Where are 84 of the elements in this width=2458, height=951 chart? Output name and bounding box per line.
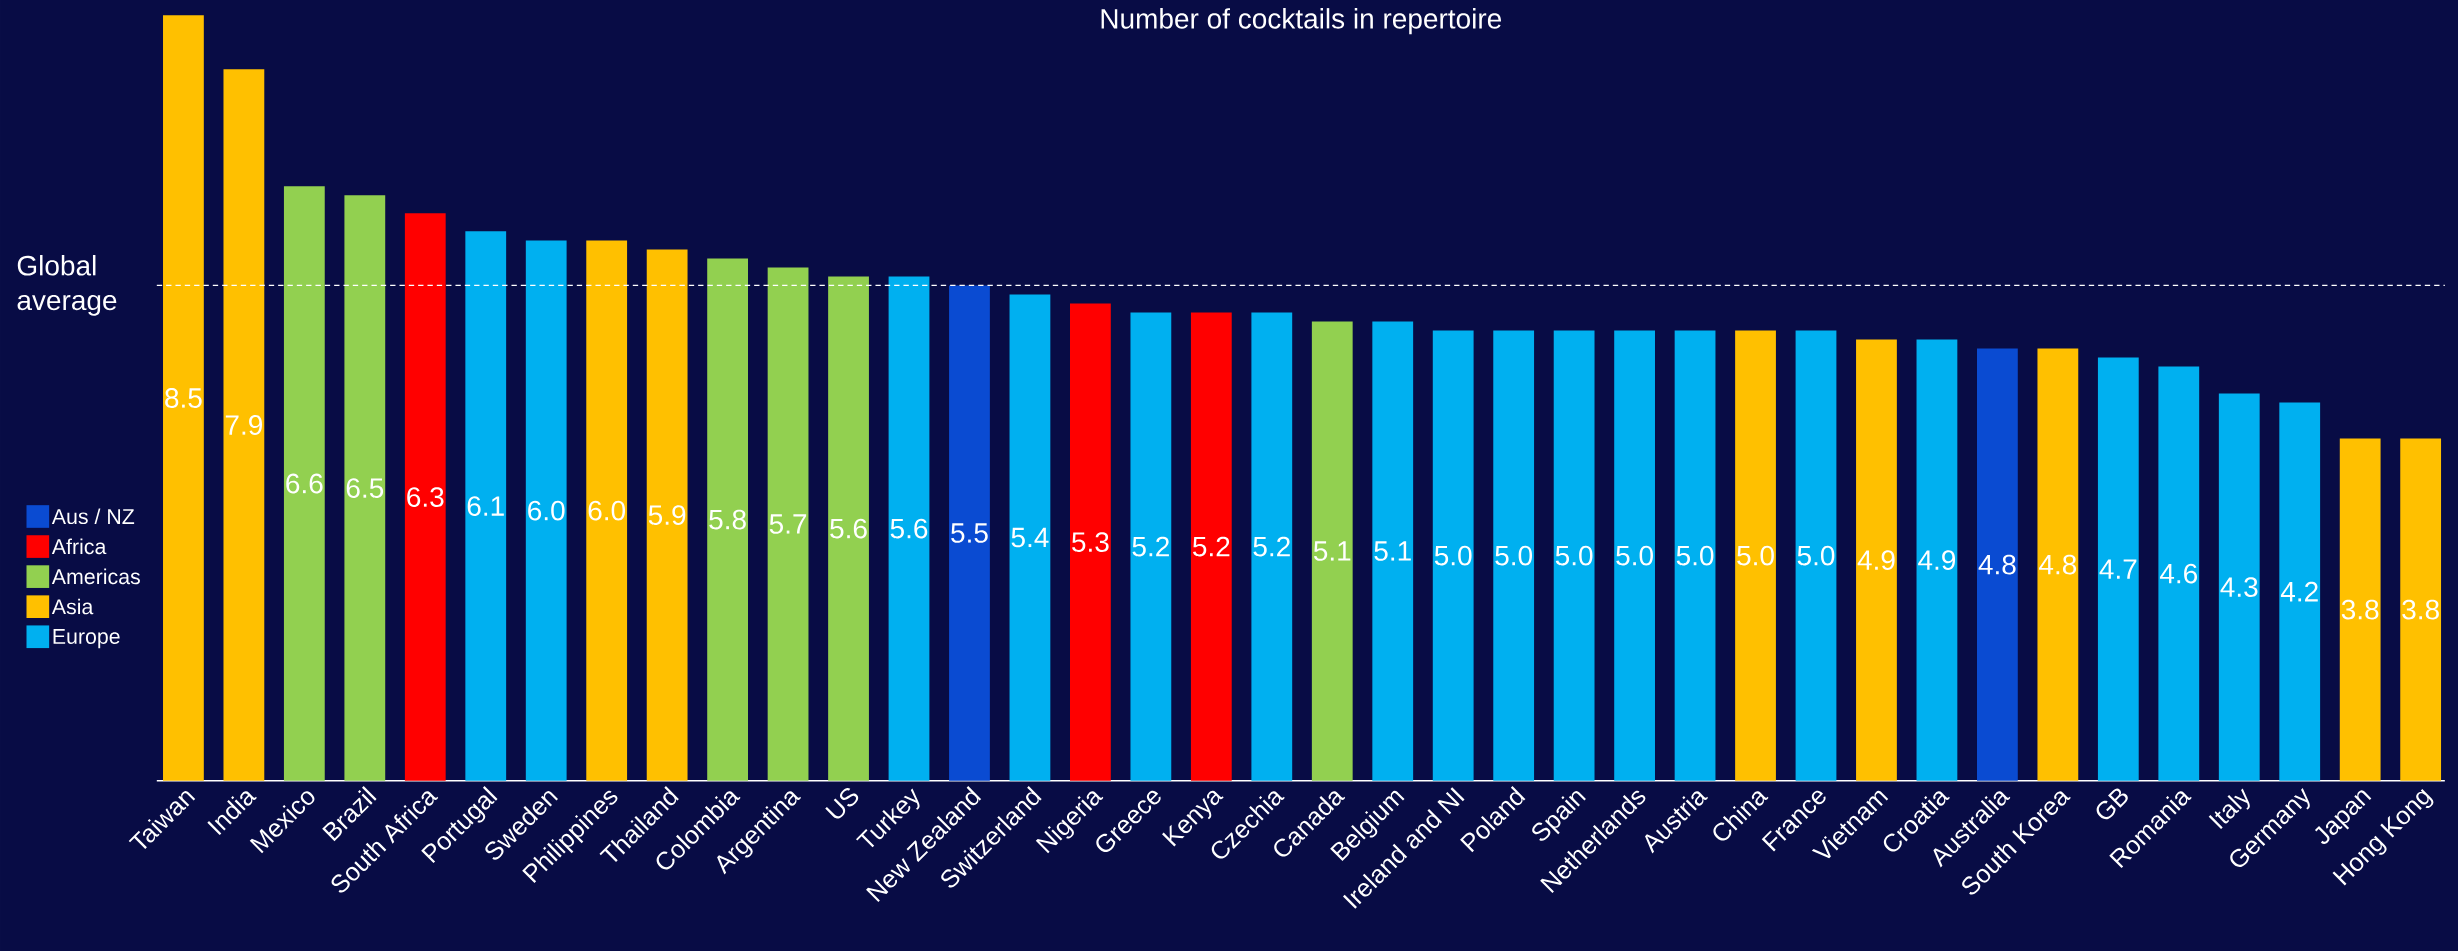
bar: [1251, 312, 1293, 781]
data-label: 5.5: [951, 523, 988, 543]
bar: [1432, 330, 1474, 781]
bar: [1553, 330, 1595, 781]
bar: [1795, 330, 1837, 781]
legend-label: Africa: [51, 538, 107, 555]
legend-label: Europe: [53, 629, 120, 649]
bar: [767, 267, 809, 781]
data-label: 5.0: [1737, 545, 1774, 566]
data-label: 5.7: [769, 514, 807, 534]
chart-title: Number of cocktails in repertoire: [1101, 8, 1502, 35]
data-label: 6.1: [467, 496, 504, 516]
bar: [586, 240, 628, 781]
bar: [1009, 294, 1051, 781]
data-label: 6.0: [588, 500, 626, 521]
legend-label: Asia: [51, 598, 94, 615]
bar: [1372, 321, 1414, 781]
data-label: 6.3: [407, 487, 444, 507]
bar: [888, 276, 930, 781]
data-label: 5.0: [1555, 545, 1593, 566]
bar: [1190, 312, 1232, 781]
data-label: 5.2: [1132, 536, 1169, 557]
bar: [2279, 402, 2321, 781]
data-label: 4.8: [2039, 554, 2077, 575]
data-label: 8.5: [165, 388, 202, 408]
bar: [949, 285, 990, 781]
bar: [646, 249, 688, 781]
data-label: 5.0: [1616, 545, 1653, 566]
bar: [1916, 339, 1958, 781]
data-label: 5.2: [1193, 536, 1230, 557]
bar: [2218, 393, 2260, 781]
bar: [404, 213, 446, 781]
data-label: 5.6: [830, 518, 867, 539]
legend-label: Aus / NZ: [51, 508, 135, 525]
data-label: 6.0: [528, 500, 565, 521]
data-label: 5.9: [648, 505, 686, 525]
data-label: 5.0: [1797, 545, 1835, 566]
bar: [1130, 312, 1172, 781]
bar: [2158, 366, 2200, 781]
data-label: 3.8: [2341, 599, 2379, 620]
data-label: 5.1: [1374, 541, 1411, 561]
bar: [2097, 357, 2139, 781]
bar: [828, 276, 869, 781]
data-label: 7.9: [225, 415, 263, 435]
bar: [223, 69, 265, 781]
bar: [1493, 330, 1535, 781]
bar: [163, 15, 204, 781]
bar: [1614, 330, 1655, 781]
data-label: 5.8: [709, 509, 746, 530]
bar: [344, 195, 386, 781]
data-label: 5.0: [1495, 545, 1533, 566]
bar: [1976, 348, 2018, 781]
bar: [1070, 303, 1111, 781]
bar: [525, 240, 567, 781]
bar: [465, 231, 507, 781]
data-label: 4.9: [1857, 550, 1895, 570]
data-label: 6.5: [346, 478, 384, 498]
bar: [283, 186, 325, 781]
data-label: 3.8: [2402, 599, 2439, 620]
bar: [1311, 321, 1353, 781]
data-label: 5.0: [1434, 545, 1472, 566]
bar: [2400, 438, 2442, 781]
bar: [2037, 348, 2079, 781]
data-label: 4.8: [1978, 554, 2016, 575]
x-tick-label: US: [825, 788, 859, 819]
data-label: 5.2: [1253, 536, 1290, 557]
data-label: 5.4: [1011, 527, 1049, 548]
data-label: 6.6: [286, 473, 323, 494]
data-label: 4.7: [2099, 559, 2137, 579]
bar: [1856, 339, 1897, 781]
bar: [2339, 438, 2381, 781]
data-label: 4.9: [1918, 550, 1956, 570]
data-label: 5.3: [1072, 532, 1109, 552]
data-label: 4.2: [2280, 581, 2318, 602]
data-label: 4.3: [2220, 577, 2258, 598]
legend-label: Americas: [51, 568, 140, 585]
bar: [1735, 330, 1776, 781]
bar: [707, 258, 749, 781]
ref-line-label: Global average: [17, 255, 117, 316]
data-label: 5.0: [1676, 545, 1714, 566]
data-label: 4.6: [2159, 563, 2198, 584]
data-label: 5.6: [890, 518, 928, 539]
data-label: 5.1: [1313, 541, 1351, 561]
bar: [1674, 330, 1716, 781]
